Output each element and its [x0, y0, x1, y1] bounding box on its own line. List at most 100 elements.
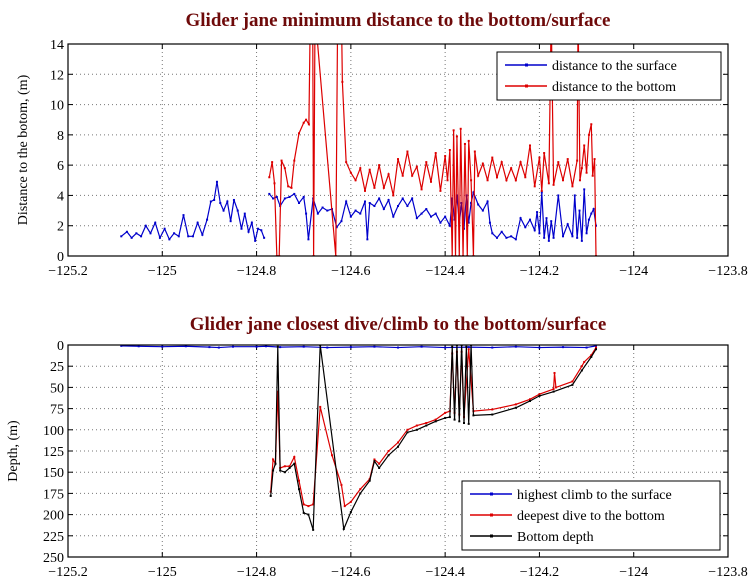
data-point-distance-to-the-surface — [519, 217, 522, 220]
data-point-distance-to-the-surface — [305, 212, 308, 215]
data-point-distance-to-the-surface — [491, 232, 494, 235]
data-point-distance-to-the-bottom — [341, 80, 344, 83]
data-point-distance-to-the-surface — [154, 221, 157, 224]
data-point-distance-to-the-surface — [514, 238, 517, 241]
y-tick-label: 10 — [50, 99, 64, 114]
data-point-highest-climb-to-the-surface — [595, 345, 597, 347]
data-point-distance-to-the-surface — [392, 215, 395, 218]
y-tick-label: 75 — [50, 403, 64, 418]
data-point-distance-to-the-bottom — [434, 152, 437, 155]
data-point-distance-to-the-surface — [307, 238, 310, 241]
data-point-highest-climb-to-the-surface — [585, 346, 588, 349]
data-point-highest-climb-to-the-surface — [279, 346, 282, 349]
data-point-deepest-dive-to-the-bottom — [340, 483, 343, 486]
data-point-distance-to-the-surface — [587, 218, 590, 221]
legend-marker-distance-to-the-bottom — [525, 84, 528, 88]
legend-marker-bottom-depth — [490, 534, 493, 538]
data-point-distance-to-the-surface — [149, 232, 152, 235]
data-point-bottom-depth — [368, 479, 371, 482]
data-point-distance-to-the-surface — [140, 235, 143, 238]
data-point-distance-to-the-surface — [486, 200, 489, 203]
y-axis-label-top: Distance to the botom, (m) — [16, 74, 31, 225]
legend: highest climb to the surface deepest dive… — [461, 480, 721, 551]
y-tick-label: 175 — [43, 487, 64, 502]
data-point-distance-to-the-surface — [524, 226, 527, 229]
data-point-deepest-dive-to-the-bottom — [343, 505, 346, 508]
data-point-distance-to-the-surface — [168, 238, 171, 241]
data-point-distance-to-the-surface — [420, 212, 423, 215]
data-point-distance-to-the-surface — [552, 236, 555, 239]
data-point-distance-to-the-surface — [543, 236, 546, 239]
data-point-distance-to-the-bottom — [283, 167, 286, 170]
data-point-deepest-dive-to-the-bottom — [359, 488, 362, 491]
data-point-distance-to-the-surface — [354, 209, 357, 212]
data-point-deepest-dive-to-the-bottom — [349, 500, 352, 503]
data-point-deepest-dive-to-the-bottom — [554, 386, 557, 389]
data-point-distance-to-the-bottom — [470, 179, 473, 182]
data-point-distance-to-the-bottom — [538, 156, 541, 159]
data-point-highest-climb-to-the-surface — [302, 345, 305, 348]
data-point-distance-to-the-surface — [578, 209, 581, 212]
x-tick-label: −123.8 — [708, 264, 747, 279]
data-point-distance-to-the-bottom — [392, 194, 395, 197]
data-point-distance-to-the-surface — [444, 215, 447, 218]
data-point-distance-to-the-surface — [576, 236, 579, 239]
legend-box — [496, 51, 722, 101]
data-point-bottom-depth — [425, 424, 428, 427]
chart-title-top: Glider jane minimum distance to the bott… — [186, 10, 611, 31]
data-point-distance-to-the-surface — [547, 239, 550, 242]
y-tick-label: 0 — [57, 339, 64, 354]
data-point-distance-to-the-bottom — [459, 127, 462, 130]
data-point-distance-to-the-surface — [382, 208, 385, 211]
data-point-distance-to-the-surface — [272, 197, 275, 200]
data-point-bottom-depth — [406, 431, 409, 434]
data-point-distance-to-the-surface — [592, 208, 595, 211]
data-point-distance-to-the-bottom — [500, 161, 503, 164]
data-point-distance-to-the-bottom — [359, 167, 362, 170]
x-tick-label: −124.2 — [520, 264, 559, 279]
data-point-distance-to-the-bottom — [448, 149, 451, 151]
data-point-highest-climb-to-the-surface — [120, 345, 123, 347]
data-point-distance-to-the-surface — [247, 230, 250, 233]
data-point-bottom-depth — [571, 383, 574, 386]
axes-top: −125.2 −125 −124.8 −124.6 −124.4 −124.2 −124 −1… — [48, 38, 747, 279]
data-point-highest-climb-to-the-surface — [326, 346, 329, 349]
data-point-deepest-dive-to-the-bottom — [406, 428, 409, 431]
data-point-distance-to-the-surface — [430, 215, 432, 218]
series-line-distance-to-the-bottom — [268, 44, 597, 256]
x-tick-label: −124.4 — [425, 565, 464, 580]
data-point-distance-to-the-bottom — [406, 150, 409, 153]
data-point-bottom-depth — [349, 511, 352, 514]
data-point-distance-to-the-bottom — [491, 156, 494, 159]
data-point-distance-to-the-bottom — [455, 135, 458, 138]
data-point-distance-to-the-surface — [182, 214, 185, 217]
data-point-deepest-dive-to-the-bottom — [307, 505, 310, 508]
data-point-distance-to-the-surface — [302, 195, 305, 198]
y-tick-label: 8 — [57, 129, 64, 144]
data-point-deepest-dive-to-the-bottom — [571, 380, 574, 383]
data-point-distance-to-the-bottom — [420, 188, 423, 191]
data-point-distance-to-the-surface — [448, 224, 451, 227]
data-point-distance-to-the-bottom — [590, 123, 593, 126]
data-point-bottom-depth — [302, 511, 305, 514]
data-point-highest-climb-to-the-surface — [562, 346, 564, 349]
y-tick-label: 50 — [50, 381, 64, 396]
data-point-deepest-dive-to-the-bottom — [491, 408, 494, 411]
data-point-bottom-depth — [298, 488, 300, 491]
data-point-deepest-dive-to-the-bottom — [467, 348, 470, 351]
legend-label-distance-to-the-surface: distance to the surface — [552, 59, 677, 74]
data-point-distance-to-the-surface — [566, 223, 569, 226]
data-point-distance-to-the-bottom — [505, 179, 508, 182]
x-tick-label: −124.6 — [331, 565, 370, 580]
legend-label-highest-climb-to-the-surface: highest climb to the surface — [517, 488, 672, 503]
data-point-bottom-depth — [434, 420, 437, 423]
data-point-bottom-depth — [378, 466, 381, 469]
data-point-distance-to-the-bottom — [593, 158, 596, 161]
data-point-distance-to-the-bottom — [430, 180, 432, 183]
legend-label-bottom-depth: Bottom depth — [517, 530, 594, 545]
data-point-distance-to-the-surface — [288, 195, 291, 198]
data-point-distance-to-the-surface — [163, 227, 166, 230]
data-point-bottom-depth — [491, 413, 494, 416]
data-point-distance-to-the-bottom — [446, 179, 449, 182]
data-point-distance-to-the-bottom — [378, 164, 381, 167]
